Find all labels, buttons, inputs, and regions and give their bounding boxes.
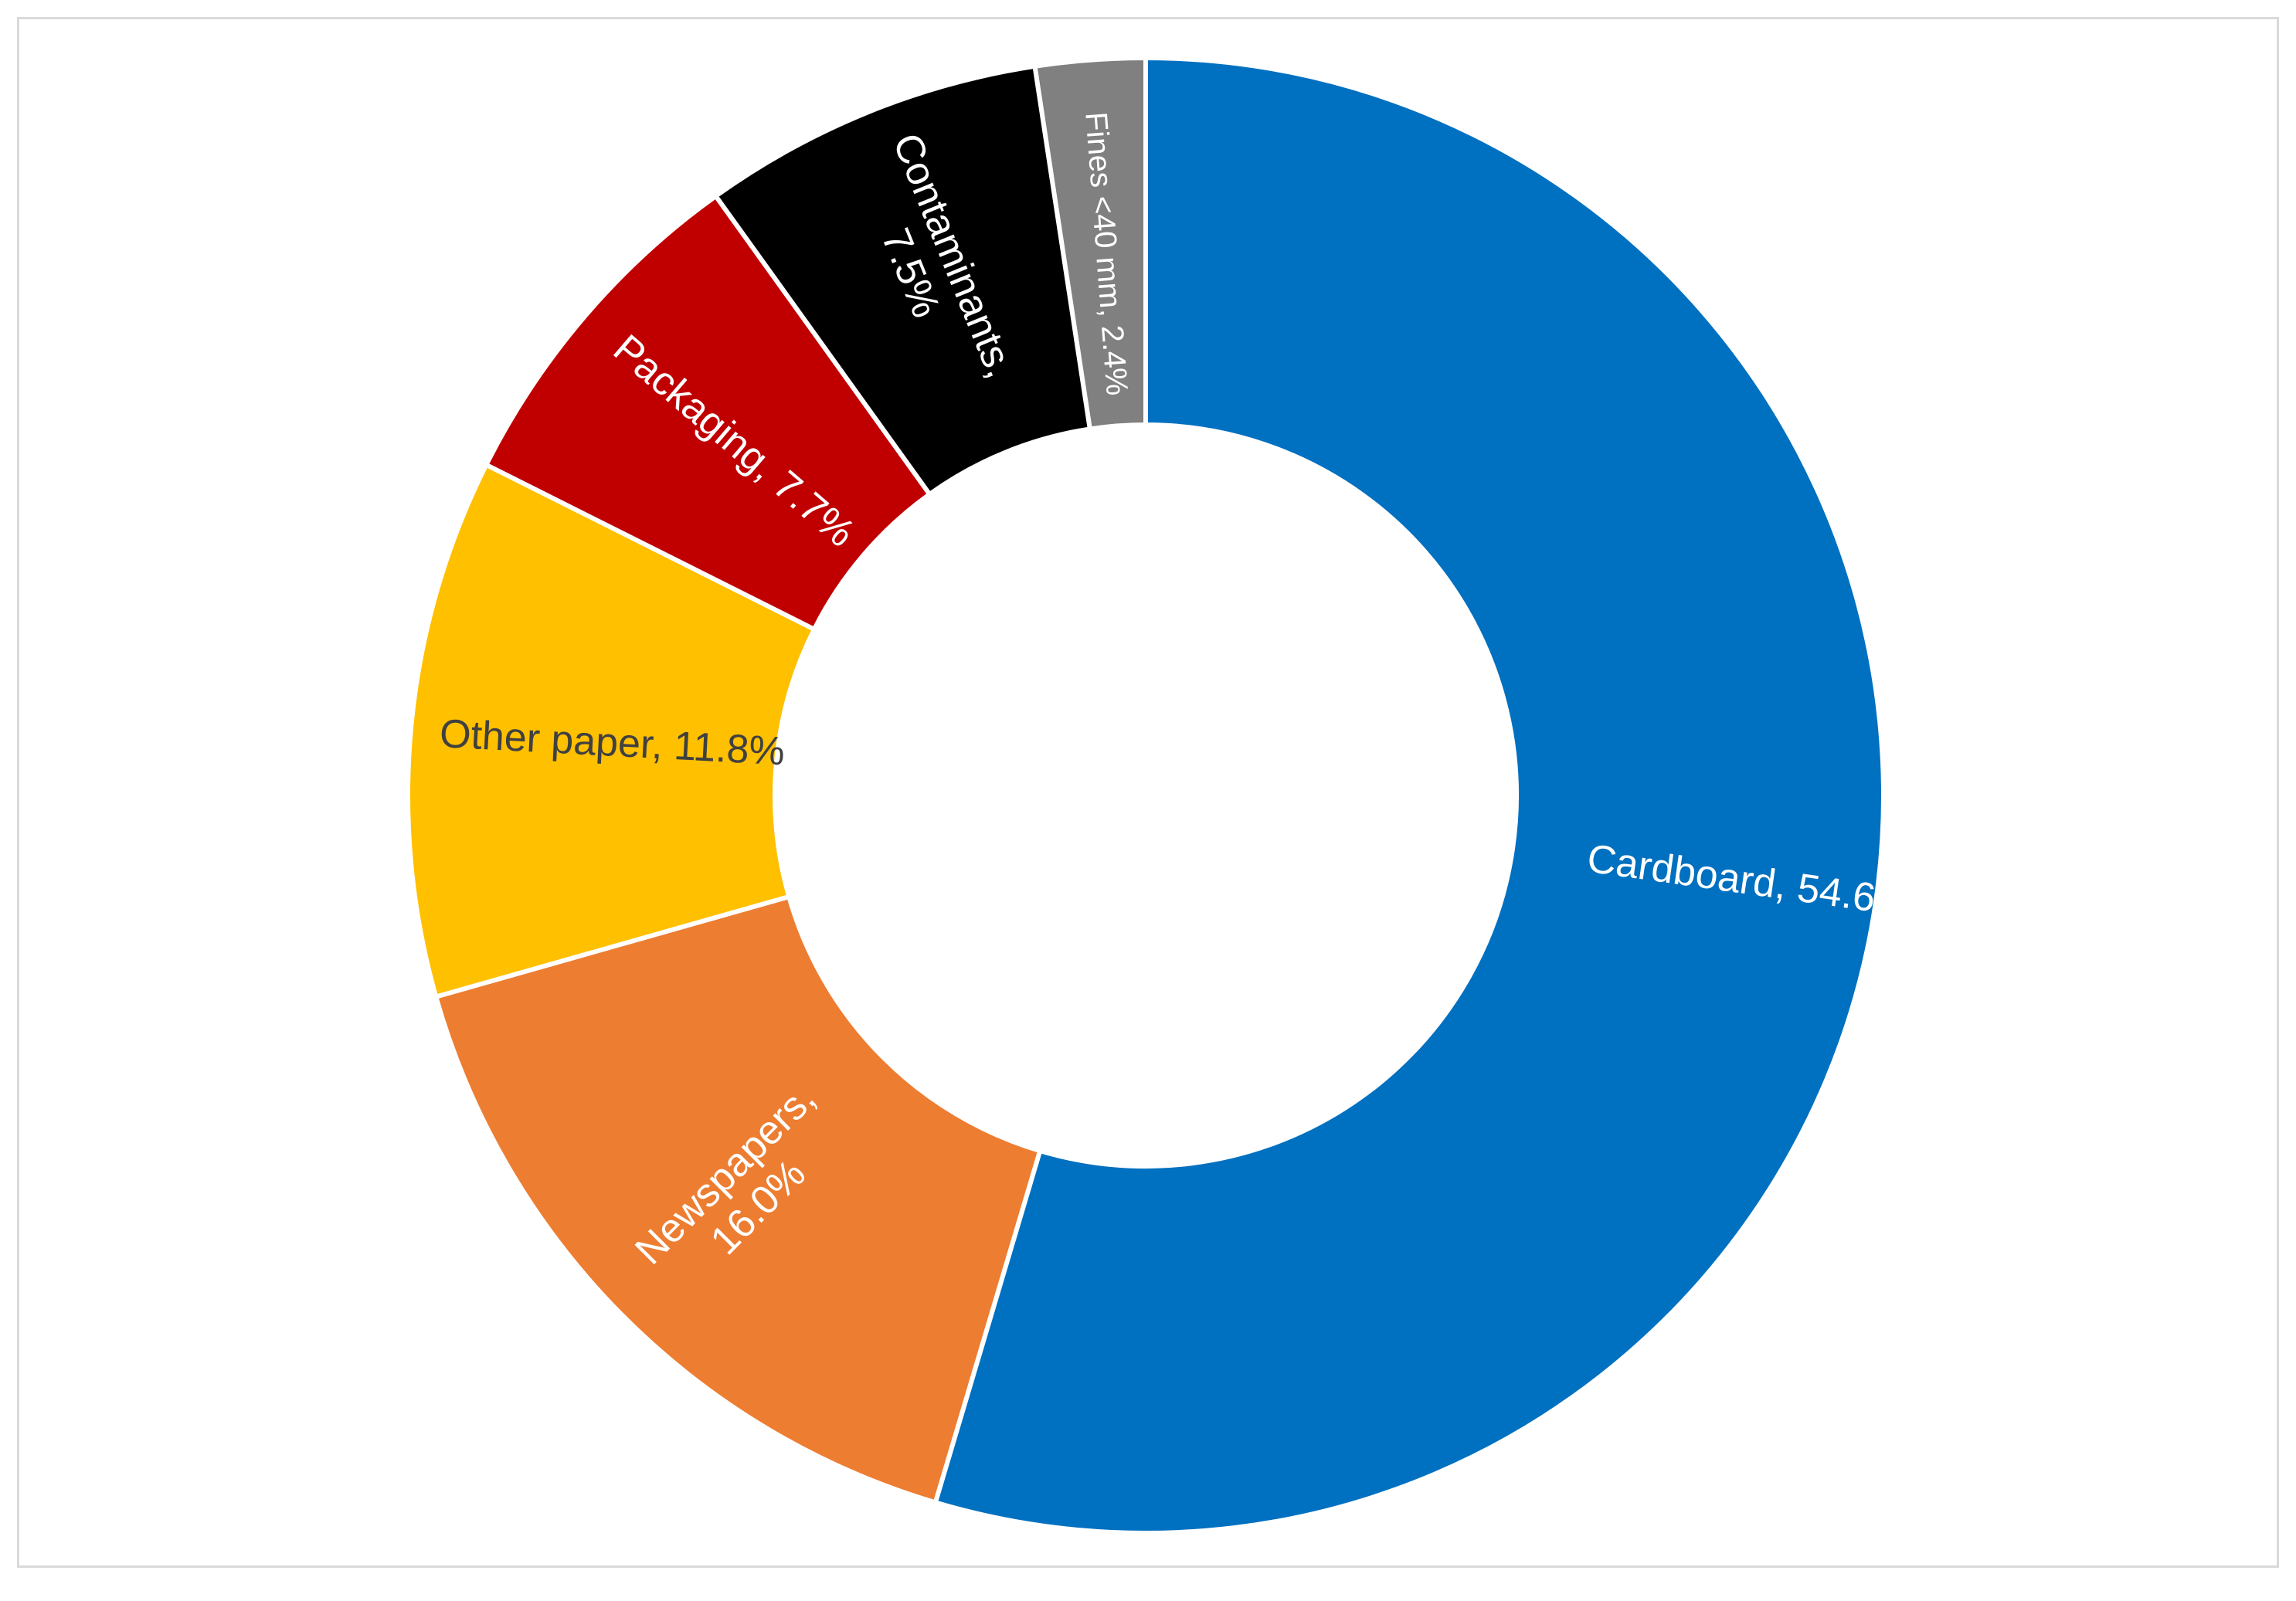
slice-other-paper (406, 461, 817, 1000)
slice-packaging (483, 192, 933, 633)
slice-fines-40-mm (1032, 55, 1148, 432)
slice-newspapers (433, 894, 1043, 1506)
slices-group (406, 55, 1886, 1535)
slice-contaminants (712, 63, 1093, 498)
slice-cardboard (932, 55, 1886, 1535)
donut-chart: Cardboard, 54.6%Newspapers,16.0%Other pa… (406, 55, 1914, 1535)
chart-frame: Cardboard, 54.6% Newspapers,16.0% Other pa… (17, 17, 2279, 1568)
